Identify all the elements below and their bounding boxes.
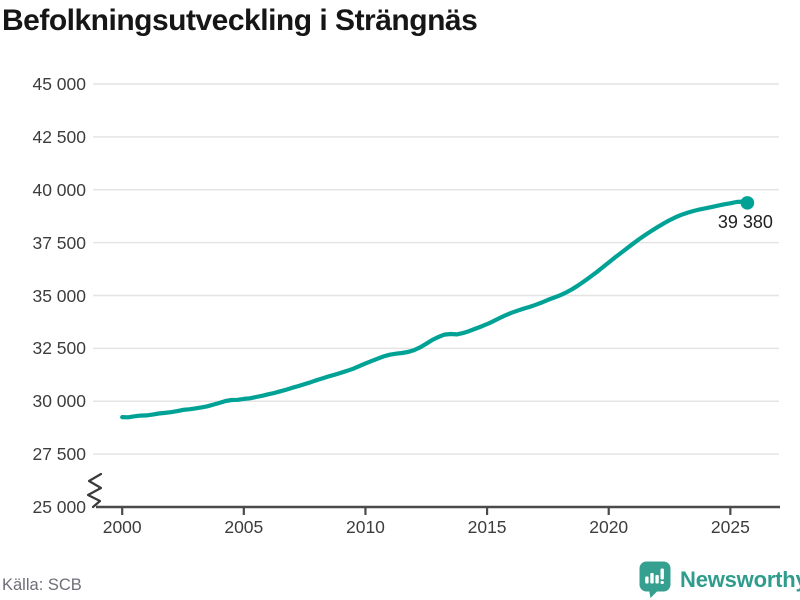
y-axis-label: 32 500	[32, 338, 86, 359]
x-axis-label: 2015	[467, 517, 507, 537]
y-axis-label: 40 000	[32, 179, 86, 200]
y-axis-label: 42 500	[32, 126, 86, 147]
x-axis-label: 2000	[102, 517, 142, 537]
newsworthy-wordmark: Newsworthy	[680, 566, 800, 592]
last-value-label: 39 380	[717, 211, 773, 232]
population-line	[120, 199, 750, 420]
x-axis-label: 2020	[589, 517, 629, 537]
chart-title: Befolkningsutveckling i Strängnäs	[2, 4, 478, 37]
x-axis-label: 2025	[710, 517, 750, 537]
y-axis-label: 27 500	[32, 444, 86, 465]
y-axis-label: 37 500	[32, 232, 86, 253]
y-axis-label: 45 000	[32, 74, 86, 94]
x-axis-label: 2005	[224, 517, 264, 537]
end-point-dot	[740, 196, 755, 210]
newsworthy-icon	[639, 561, 671, 598]
y-axis-label: 35 000	[32, 285, 86, 306]
axis-break-icon	[86, 472, 103, 509]
y-axis-label: 30 000	[32, 391, 86, 412]
source-caption: Källa: SCB	[2, 576, 82, 594]
y-axis-label: 25 000	[32, 497, 86, 517]
newsworthy-logo: Newsworthy	[639, 561, 800, 598]
x-axis-label: 2010	[345, 517, 385, 537]
